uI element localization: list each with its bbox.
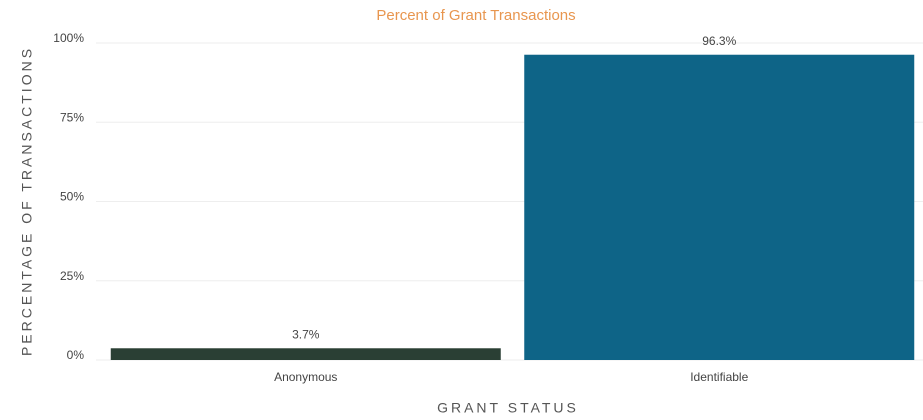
bar — [110, 348, 501, 360]
y-tick-label: 0% — [67, 348, 85, 362]
chart-title: Percent of Grant Transactions — [376, 7, 575, 24]
x-axis-label: GRANT STATUS — [437, 400, 579, 416]
x-tick-label: Identifiable — [690, 370, 748, 384]
y-tick-label: 100% — [53, 31, 84, 45]
y-axis-label: PERCENTAGE OF TRANSACTIONS — [19, 46, 35, 356]
data-label: 96.3% — [702, 34, 736, 48]
x-tick-label: Anonymous — [274, 370, 337, 384]
data-label: 3.7% — [292, 327, 320, 341]
y-tick-label: 75% — [60, 110, 84, 124]
y-tick-label: 50% — [60, 190, 84, 204]
y-tick-label: 25% — [60, 269, 84, 283]
bar — [524, 54, 915, 360]
